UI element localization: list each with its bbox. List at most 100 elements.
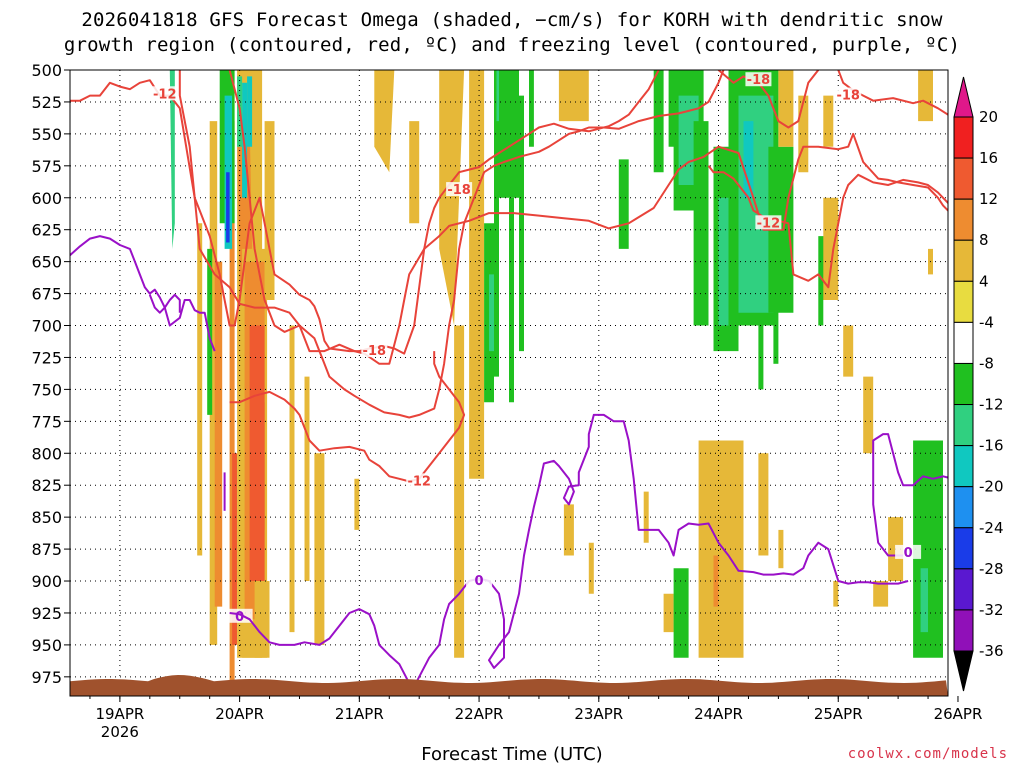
y-tick-label: 975 — [31, 668, 62, 687]
y-tick-label: 875 — [31, 540, 62, 559]
omega-region — [698, 440, 744, 658]
omega-region — [563, 504, 574, 556]
contour-label: -18 — [747, 73, 771, 88]
y-axis: 500 525 550 575 600 625 650 675 700 725 750 775 800 8… — [31, 61, 70, 687]
omega-region — [499, 70, 519, 198]
y-tick-label: 600 — [31, 189, 62, 208]
contour-label-bg — [446, 182, 473, 197]
omega-region — [818, 300, 824, 326]
omega-region — [254, 581, 270, 658]
temperature-contours: -12 -18 -18 -12 -18 -12 -18 0 0 0 — [70, 70, 948, 696]
omega-region — [232, 453, 238, 645]
colorbar-segment — [953, 116, 974, 159]
contour-label-bg — [361, 343, 388, 358]
y-tick-label: 575 — [31, 157, 62, 176]
omega-region — [494, 70, 499, 377]
contour-label: -18 — [363, 344, 387, 359]
contour-label: -18 — [836, 89, 860, 104]
contour-label: -12 — [407, 474, 431, 489]
omega-region — [823, 95, 834, 147]
omega-region — [226, 172, 230, 243]
colorbar-segment — [953, 362, 974, 406]
y-tick-label: 675 — [31, 285, 62, 304]
contour-line — [148, 293, 181, 314]
colorbar-tick-label: -4 — [979, 313, 994, 331]
contour-label: -12 — [153, 87, 177, 102]
colorbar-segment — [953, 198, 974, 241]
omega-region — [289, 325, 295, 633]
contour-line — [229, 351, 466, 483]
x-tick-label: 23APR — [574, 705, 623, 723]
colorbar-segment — [953, 404, 974, 447]
omega-region — [254, 402, 265, 530]
omega-region — [247, 76, 253, 147]
colorbar-segment — [953, 239, 974, 282]
omega-region — [843, 325, 854, 377]
x-tick-label: 26APR — [934, 705, 983, 723]
colorbar: 20 16 12 8 4 -4 -8 -12 -16 -20 -24 -28 -32 -36 — [953, 76, 1004, 692]
contour-label: 0 — [904, 546, 913, 561]
y-tick-label: 525 — [31, 93, 62, 112]
y-tick-label: 625 — [31, 221, 62, 240]
contour-label-bg — [895, 544, 922, 559]
chart-title: 2026041818 GFS Forecast Omega (shaded, −… — [63, 9, 961, 56]
omega-region — [773, 325, 779, 364]
colorbar-segment — [953, 445, 974, 488]
contour-label: 0 — [235, 610, 244, 625]
colorbar-tick-label: 4 — [979, 272, 989, 290]
omega-region — [409, 121, 420, 224]
colorbar-tick-label: -28 — [979, 560, 1004, 578]
colorbar-tick-label: 8 — [979, 231, 989, 249]
omega-region — [643, 491, 649, 543]
x-tick-label: 19APR — [95, 705, 144, 723]
contour-line — [70, 235, 216, 352]
y-tick-label: 700 — [31, 317, 62, 336]
contour-line — [408, 413, 909, 696]
omega-region — [454, 325, 465, 658]
contour-label: 0 — [475, 574, 484, 589]
omega-region — [469, 70, 485, 479]
colorbar-segment — [953, 280, 974, 323]
x-tick-label: 20APR — [215, 705, 264, 723]
contour-line — [229, 608, 411, 684]
colorbar-segment — [953, 527, 974, 570]
y-tick-label: 650 — [31, 253, 62, 272]
y-tick-label: 800 — [31, 444, 62, 463]
colorbar-cap-top — [953, 76, 974, 118]
y-tick-label: 550 — [31, 125, 62, 144]
omega-region — [863, 376, 874, 454]
contour-line — [228, 70, 725, 419]
omega-region — [653, 70, 664, 173]
contour-line — [70, 79, 948, 365]
contour-label-bg — [226, 608, 253, 623]
omega-region — [374, 70, 395, 173]
colorbar-segment — [953, 568, 974, 611]
omega-region — [529, 70, 534, 147]
omega-region — [778, 70, 794, 147]
colorbar-tick-label: 16 — [979, 149, 998, 167]
contour-label: -12 — [757, 216, 781, 231]
omega-region — [519, 95, 524, 352]
colorbar-tick-label: 12 — [979, 190, 998, 208]
contour-line — [872, 433, 948, 557]
y-tick-label: 900 — [31, 572, 62, 591]
contour-line — [717, 70, 820, 129]
x-year-label: 2026 — [101, 723, 139, 741]
omega-region — [588, 542, 594, 594]
omega-region — [920, 568, 928, 633]
y-tick-label: 775 — [31, 412, 62, 431]
omega-region — [913, 440, 943, 658]
colorbar-tick-label: -20 — [979, 478, 1004, 496]
omega-region — [489, 274, 494, 352]
y-tick-label: 825 — [31, 476, 62, 495]
omega-region — [873, 581, 889, 607]
omega-region — [823, 197, 839, 300]
omega-region — [693, 121, 709, 326]
contour-label-bg — [835, 87, 862, 102]
colorbar-tick-label: -32 — [979, 601, 1004, 619]
colorbar-tick-label: -24 — [979, 519, 1004, 537]
colorbar-segment — [953, 157, 974, 200]
omega-region — [207, 248, 213, 415]
colorbar-segment — [953, 321, 974, 364]
omega-region — [304, 376, 310, 581]
